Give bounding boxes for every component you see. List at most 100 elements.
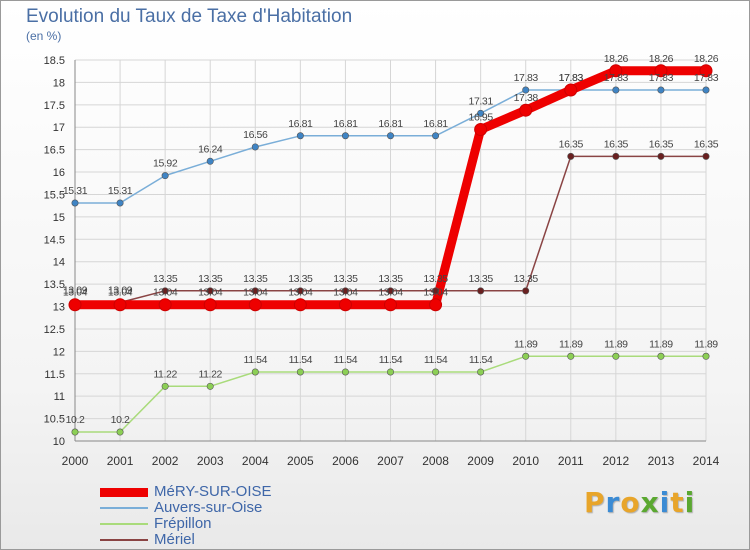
x-tick-label: 2011 xyxy=(558,454,584,468)
y-tick-label: 11.5 xyxy=(44,369,65,381)
data-label: 13.35 xyxy=(423,273,448,285)
logo-letter: t xyxy=(670,486,685,519)
series-point-3 xyxy=(612,152,620,160)
series-point-0 xyxy=(474,122,488,136)
data-label: 13.04 xyxy=(108,287,133,299)
y-tick-label: 11 xyxy=(54,391,65,403)
series-point-1 xyxy=(341,132,349,140)
data-label: 11.54 xyxy=(244,354,268,366)
logo-letter: i xyxy=(659,486,671,519)
proxiti-logo: Proxiti xyxy=(584,486,695,519)
series-point-2 xyxy=(71,428,79,436)
series-point-3 xyxy=(657,152,665,160)
data-label: 17.38 xyxy=(514,92,539,104)
data-label: 13.04 xyxy=(333,287,358,299)
data-label: 13.35 xyxy=(153,273,178,285)
y-tick-label: 17.5 xyxy=(44,100,65,112)
x-tick-label: 2012 xyxy=(603,454,630,468)
x-tick-label: 2005 xyxy=(287,454,314,468)
data-label: 11.22 xyxy=(198,368,222,380)
series-point-1 xyxy=(71,199,79,207)
y-tick-label: 10 xyxy=(53,436,65,448)
data-label: 10.2 xyxy=(66,414,85,426)
data-label: 16.81 xyxy=(288,118,313,130)
series-point-0 xyxy=(519,103,533,117)
data-label: 13.35 xyxy=(469,273,494,285)
y-tick-label: 16 xyxy=(53,167,65,179)
legend-swatch xyxy=(100,487,148,497)
data-label: 13.04 xyxy=(378,287,403,299)
series-point-1 xyxy=(251,143,259,151)
y-tick-label: 10.5 xyxy=(44,414,65,426)
series-point-2 xyxy=(522,352,530,360)
data-label: 16.35 xyxy=(649,138,674,150)
y-tick-label: 17 xyxy=(53,122,65,134)
data-label: 13.09 xyxy=(63,284,88,296)
series-point-2 xyxy=(386,368,394,376)
data-label: 16.35 xyxy=(604,138,629,150)
x-tick-label: 2010 xyxy=(512,454,539,468)
data-label: 11.89 xyxy=(649,338,673,350)
series-point-0 xyxy=(429,298,443,312)
data-label: 11.89 xyxy=(694,338,718,350)
series-point-2 xyxy=(206,382,214,390)
series-point-0 xyxy=(248,298,262,312)
series-point-1 xyxy=(522,86,530,94)
series-point-1 xyxy=(432,132,440,140)
series-point-2 xyxy=(116,428,124,436)
legend-label: MéRY-SUR-OISE xyxy=(154,483,272,500)
series-point-3 xyxy=(702,152,710,160)
data-label: 11.89 xyxy=(514,338,538,350)
x-tick-label: 2000 xyxy=(62,454,89,468)
legend-swatch xyxy=(100,539,148,541)
data-label: 13.04 xyxy=(198,287,223,299)
y-tick-label: 13 xyxy=(53,302,65,314)
series-point-3 xyxy=(206,287,214,295)
y-tick-label: 15 xyxy=(53,212,65,224)
legend-swatch xyxy=(100,507,148,509)
data-label: 18.26 xyxy=(694,53,719,65)
data-label: 11.54 xyxy=(379,354,403,366)
series-point-1 xyxy=(477,109,485,117)
series-point-3 xyxy=(522,287,530,295)
chart-unit-label: (en %) xyxy=(26,29,62,43)
data-label: 11.54 xyxy=(289,354,313,366)
data-label: 11.22 xyxy=(153,368,177,380)
data-label: 17.83 xyxy=(514,72,539,84)
y-tick-label: 14.5 xyxy=(44,234,65,246)
series-point-2 xyxy=(612,352,620,360)
x-tick-label: 2013 xyxy=(648,454,675,468)
data-label: 17.83 xyxy=(604,72,629,84)
data-label: 13.35 xyxy=(378,273,403,285)
series-point-2 xyxy=(341,368,349,376)
legend-label: Mériel xyxy=(154,531,195,548)
series-point-1 xyxy=(612,86,620,94)
y-tick-label: 15.5 xyxy=(44,189,65,201)
data-label: 15.31 xyxy=(63,185,88,197)
series-point-3 xyxy=(386,287,394,295)
x-tick-label: 2008 xyxy=(422,454,449,468)
data-label: 10.2 xyxy=(111,414,130,426)
data-label: 18.26 xyxy=(604,53,629,65)
series-point-2 xyxy=(657,352,665,360)
data-label: 17.83 xyxy=(559,72,584,84)
legend-label: Frépillon xyxy=(154,515,212,532)
data-label: 17.83 xyxy=(559,72,584,84)
series-point-3 xyxy=(341,287,349,295)
series-point-3 xyxy=(296,287,304,295)
legend-label: Auvers-sur-Oise xyxy=(154,499,263,516)
data-label: 11.54 xyxy=(469,354,493,366)
data-label: 11.54 xyxy=(334,354,358,366)
data-label: 16.56 xyxy=(243,129,268,141)
x-tick-label: 2014 xyxy=(693,454,720,468)
y-tick-label: 14 xyxy=(53,257,65,269)
data-label: 13.09 xyxy=(108,284,133,296)
series-point-2 xyxy=(567,352,575,360)
data-label: 13.35 xyxy=(198,273,223,285)
data-label: 16.24 xyxy=(198,143,223,155)
x-tick-label: 2004 xyxy=(242,454,269,468)
y-tick-label: 18.5 xyxy=(44,55,65,67)
data-label: 13.35 xyxy=(288,273,313,285)
series-points xyxy=(68,64,713,436)
